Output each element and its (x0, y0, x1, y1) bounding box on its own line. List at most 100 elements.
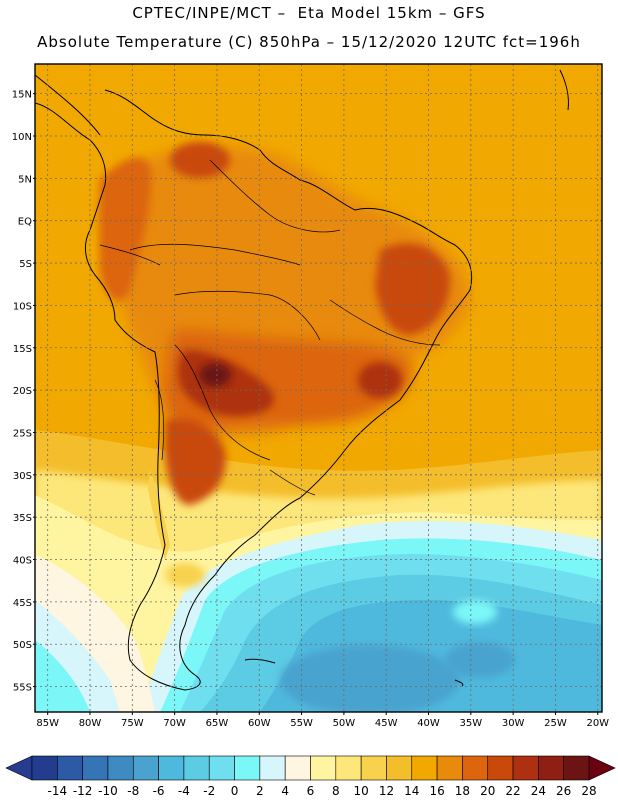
colorbar-swatch (57, 755, 83, 781)
lat-label: 55S (13, 683, 32, 694)
colorbar-label: 12 (379, 784, 394, 798)
longitude-labels: 85W 80W 75W 70W 65W 60W 55W 50W 45W 40W 35W 30W 25W 2… (36, 712, 609, 729)
colorbar-swatch (512, 755, 539, 781)
colorbar-label: -2 (203, 784, 215, 798)
colorbar-label: 14 (404, 784, 419, 798)
border-uruguay (269, 469, 316, 496)
colorbar-swatch (360, 755, 387, 781)
field-2c-pacific (35, 640, 90, 712)
lat-label: 35S (13, 513, 32, 524)
map-frame (34, 63, 603, 713)
caribbean-islands (559, 69, 569, 111)
field-24c-argentina (165, 418, 226, 505)
colorbar-swatch (538, 755, 564, 781)
colorbar-swatch (487, 755, 514, 781)
colorbar-label: 28 (581, 784, 596, 798)
colorbar: -14 -12 -10 -8 -6 -4 -2 0 2 4 6 8 10 12 14 16 18 20 22 24 26… (5, 755, 616, 798)
colorbar-swatch (31, 755, 58, 781)
colorbar-label: 18 (455, 784, 470, 798)
lat-label: 10S (13, 301, 32, 312)
lat-label: 25S (13, 428, 32, 439)
colorbar-swatch (183, 755, 210, 781)
colorbar-swatch (462, 755, 489, 781)
colorbar-label: 6 (307, 784, 315, 798)
colorbar-label: 24 (531, 784, 546, 798)
border-brazil-states (329, 299, 441, 346)
political-borders (99, 159, 441, 496)
south-georgia-coastline (454, 679, 464, 687)
temperature-field (35, 64, 602, 712)
central-america-coastline (35, 74, 101, 136)
colorbar-swatch (132, 755, 159, 781)
colorbar-swatch (284, 755, 311, 781)
colorbar-swatch (310, 755, 337, 781)
colorbar-swatch (436, 755, 463, 781)
colorbar-label: -10 (98, 784, 118, 798)
colorbar-label: -12 (73, 784, 93, 798)
colorbar-label: 2 (256, 784, 264, 798)
colorbar-label: 16 (429, 784, 444, 798)
colorbar-swatch (82, 755, 109, 781)
lat-label: 15S (13, 344, 32, 355)
lon-label: 25W (544, 718, 567, 729)
falklands-coastline (244, 658, 276, 664)
lon-label: 35W (460, 718, 483, 729)
latitude-labels: 15N 10N 5N EQ 5S 10S 15S 20S 25S 30S 35S 40S 45S 50S 5… (12, 90, 35, 694)
colorbar-swatch (234, 755, 261, 781)
lon-label: 60W (248, 718, 271, 729)
border-chile-argentina (154, 379, 165, 461)
lat-label: EQ (18, 217, 32, 228)
lon-label: 70W (163, 718, 186, 729)
lon-label: 85W (36, 718, 59, 729)
map-title-line-1: CPTEC/INPE/MCT – Eta Model 15km – GFS (132, 4, 486, 22)
field-26c-southeast-brazil (358, 362, 402, 398)
colorbar-label: 4 (281, 784, 289, 798)
coastlines (35, 69, 569, 691)
lon-label: 50W (333, 718, 356, 729)
field-m6c-core-east (445, 642, 515, 678)
field-m6c-core (280, 645, 460, 712)
colorbar-swatch (208, 755, 235, 781)
colorbar-swatch (259, 755, 286, 781)
lat-label: 5N (18, 174, 32, 185)
border-venezuela-guyanas (209, 159, 341, 233)
lon-label: 65W (206, 718, 229, 729)
lat-label: 15N (12, 90, 32, 101)
field-andes-cool (148, 470, 170, 560)
colorbar-label: 8 (332, 784, 340, 798)
lat-label: 20S (13, 386, 32, 397)
colorbar-label: -14 (48, 784, 68, 798)
field-24c-northeast-brazil (375, 243, 451, 335)
colorbar-label: 20 (480, 784, 495, 798)
field-28c-chaco (199, 363, 231, 387)
colorbar-swatch (107, 755, 134, 781)
lat-label: 50S (13, 640, 32, 651)
map-title-line-2: Absolute Temperature (C) 850hPa – 15/12/… (37, 33, 581, 51)
lat-label: 10N (12, 132, 32, 143)
lon-label: 40W (417, 718, 440, 729)
border-brazil-bolivia (174, 290, 321, 341)
colorbar-label: -8 (127, 784, 139, 798)
colorbar-swatch (386, 755, 413, 781)
colorbar-swatch (158, 755, 185, 781)
field-22c-andes (100, 157, 151, 301)
field-patagonia-warm (165, 563, 205, 587)
colorbar-label: 26 (556, 784, 571, 798)
colorbar-label: 22 (505, 784, 520, 798)
south-america-coastline (35, 89, 473, 691)
gridlines (35, 64, 602, 712)
colorbar-label: 0 (231, 784, 239, 798)
lon-label: 20W (586, 718, 609, 729)
colorbar-swatch (563, 755, 590, 781)
colorbar-label: -6 (153, 784, 165, 798)
border-brazil-north (129, 243, 301, 266)
border-paraguay-argentina (174, 344, 271, 461)
lon-label: 45W (375, 718, 398, 729)
field-24c-venezuela (170, 142, 230, 178)
lon-label: 75W (121, 718, 144, 729)
colorbar-swatch (335, 755, 362, 781)
colorbar-swatch (411, 755, 438, 781)
field-cold-eddy (453, 600, 497, 624)
lon-label: 80W (79, 718, 102, 729)
